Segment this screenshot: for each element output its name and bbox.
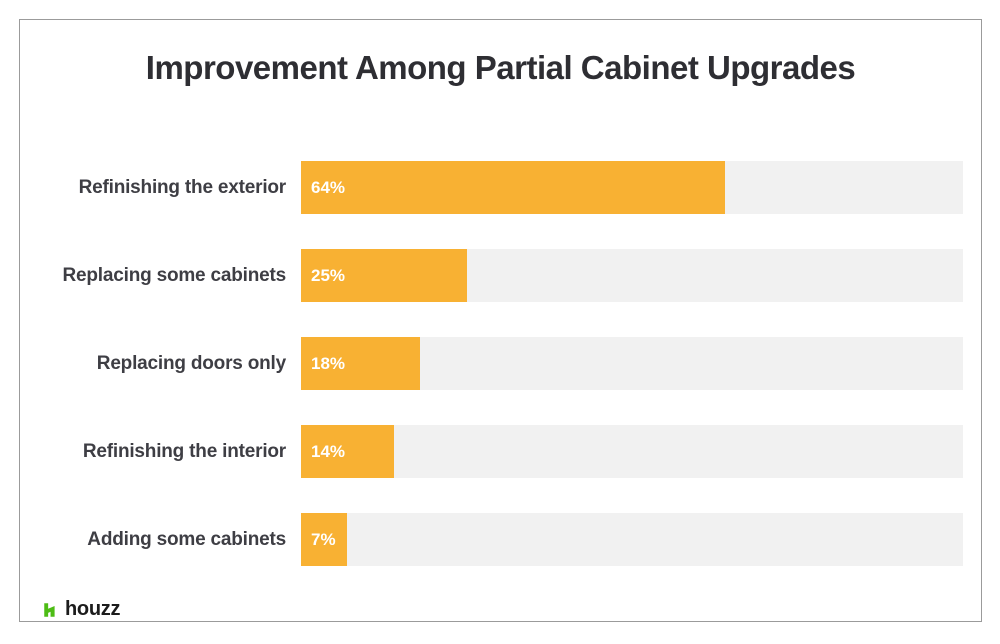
bar: 14% [301, 425, 394, 478]
houzz-h-icon [44, 603, 55, 617]
value-label: 14% [311, 441, 346, 461]
chart-row: Replacing some cabinets 25% [20, 249, 981, 302]
bar: 7% [301, 513, 348, 566]
bar: 64% [301, 161, 725, 214]
category-label: Replacing doors only [96, 352, 286, 374]
bar-chart: Refinishing the exterior 64% Replacing som… [20, 161, 981, 601]
bar: 25% [301, 249, 467, 302]
category-label: Refinishing the interior [82, 440, 286, 462]
chart-row: Adding some cabinets 7% [20, 513, 981, 566]
bar-track: 64% [301, 161, 963, 214]
value-label: 25% [311, 265, 346, 285]
chart-title: Improvement Among Partial Cabinet Upgrad… [145, 49, 856, 86]
bar-track: 18% [301, 337, 963, 390]
chart-row: Replacing doors only 18% [20, 337, 981, 390]
houzz-logo-text: houzz [65, 598, 121, 620]
category-label: Replacing some cabinets [62, 264, 287, 286]
bar-track: 7% [301, 513, 963, 566]
houzz-logo: houzz [42, 599, 120, 619]
value-label: 7% [311, 529, 336, 549]
value-label: 18% [311, 353, 346, 373]
chart-row: Refinishing the interior 14% [20, 425, 981, 478]
category-label: Refinishing the exterior [78, 176, 287, 198]
chart-card: Improvement Among Partial Cabinet Upgrad… [19, 19, 982, 622]
bar: 18% [301, 337, 421, 390]
category-label: Adding some cabinets [87, 528, 286, 550]
chart-row: Refinishing the exterior 64% [20, 161, 981, 214]
bar-track: 25% [301, 249, 963, 302]
value-label: 64% [311, 177, 346, 197]
bar-track: 14% [301, 425, 963, 478]
